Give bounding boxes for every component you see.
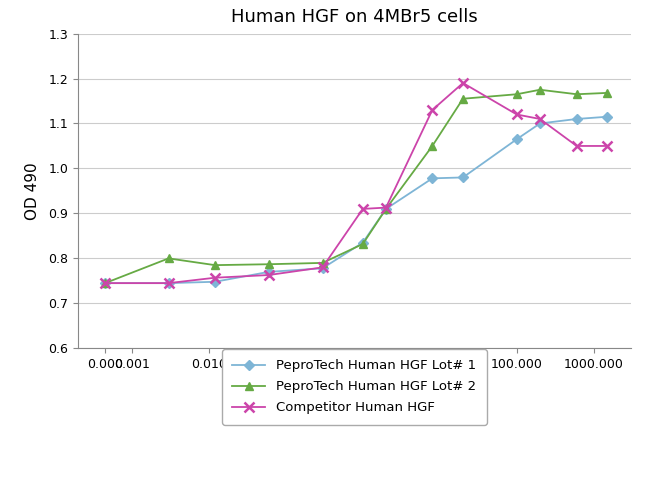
Line: Competitor Human HGF: Competitor Human HGF: [100, 78, 612, 288]
Competitor Human HGF: [164, 280, 172, 286]
Competitor Human HGF: [428, 107, 436, 113]
PeproTech Human HGF Lot# 1: [318, 265, 326, 271]
Competitor Human HGF: [382, 205, 390, 210]
PeproTech Human HGF Lot# 1: [536, 121, 544, 126]
PeproTech Human HGF Lot# 1: [573, 116, 580, 122]
Title: Human HGF on 4MBr5 cells: Human HGF on 4MBr5 cells: [231, 9, 478, 26]
PeproTech Human HGF Lot# 2: [573, 91, 580, 97]
PeproTech Human HGF Lot# 2: [428, 143, 436, 149]
PeproTech Human HGF Lot# 2: [536, 87, 544, 92]
PeproTech Human HGF Lot# 1: [459, 174, 467, 180]
Competitor Human HGF: [573, 143, 580, 149]
Line: PeproTech Human HGF Lot# 2: PeproTech Human HGF Lot# 2: [101, 86, 612, 287]
Competitor Human HGF: [513, 112, 521, 117]
PeproTech Human HGF Lot# 1: [164, 280, 172, 286]
PeproTech Human HGF Lot# 2: [318, 260, 326, 266]
PeproTech Human HGF Lot# 2: [603, 90, 611, 96]
PeproTech Human HGF Lot# 2: [164, 255, 172, 261]
X-axis label: hHGF Concentration (ng/ml): hHGF Concentration (ng/ml): [247, 379, 462, 394]
Competitor Human HGF: [359, 206, 367, 212]
Competitor Human HGF: [459, 80, 467, 86]
PeproTech Human HGF Lot# 2: [513, 91, 521, 97]
PeproTech Human HGF Lot# 1: [382, 206, 390, 212]
Competitor Human HGF: [536, 116, 544, 122]
Competitor Human HGF: [101, 280, 109, 286]
PeproTech Human HGF Lot# 1: [211, 279, 219, 285]
Line: PeproTech Human HGF Lot# 1: PeproTech Human HGF Lot# 1: [101, 113, 611, 286]
PeproTech Human HGF Lot# 1: [101, 280, 109, 286]
PeproTech Human HGF Lot# 2: [382, 206, 390, 212]
PeproTech Human HGF Lot# 1: [428, 175, 436, 181]
Competitor Human HGF: [318, 264, 326, 270]
PeproTech Human HGF Lot# 1: [513, 137, 521, 142]
PeproTech Human HGF Lot# 2: [211, 262, 219, 268]
PeproTech Human HGF Lot# 2: [359, 241, 367, 247]
Legend: PeproTech Human HGF Lot# 1, PeproTech Human HGF Lot# 2, Competitor Human HGF: PeproTech Human HGF Lot# 1, PeproTech Hu…: [222, 349, 487, 425]
PeproTech Human HGF Lot# 2: [459, 96, 467, 102]
PeproTech Human HGF Lot# 1: [603, 114, 611, 120]
PeproTech Human HGF Lot# 1: [265, 269, 272, 275]
Competitor Human HGF: [603, 143, 611, 149]
PeproTech Human HGF Lot# 2: [265, 262, 272, 267]
Y-axis label: OD 490: OD 490: [25, 162, 40, 220]
PeproTech Human HGF Lot# 1: [359, 240, 367, 246]
Competitor Human HGF: [211, 275, 219, 281]
Competitor Human HGF: [265, 272, 272, 278]
PeproTech Human HGF Lot# 2: [101, 280, 109, 286]
